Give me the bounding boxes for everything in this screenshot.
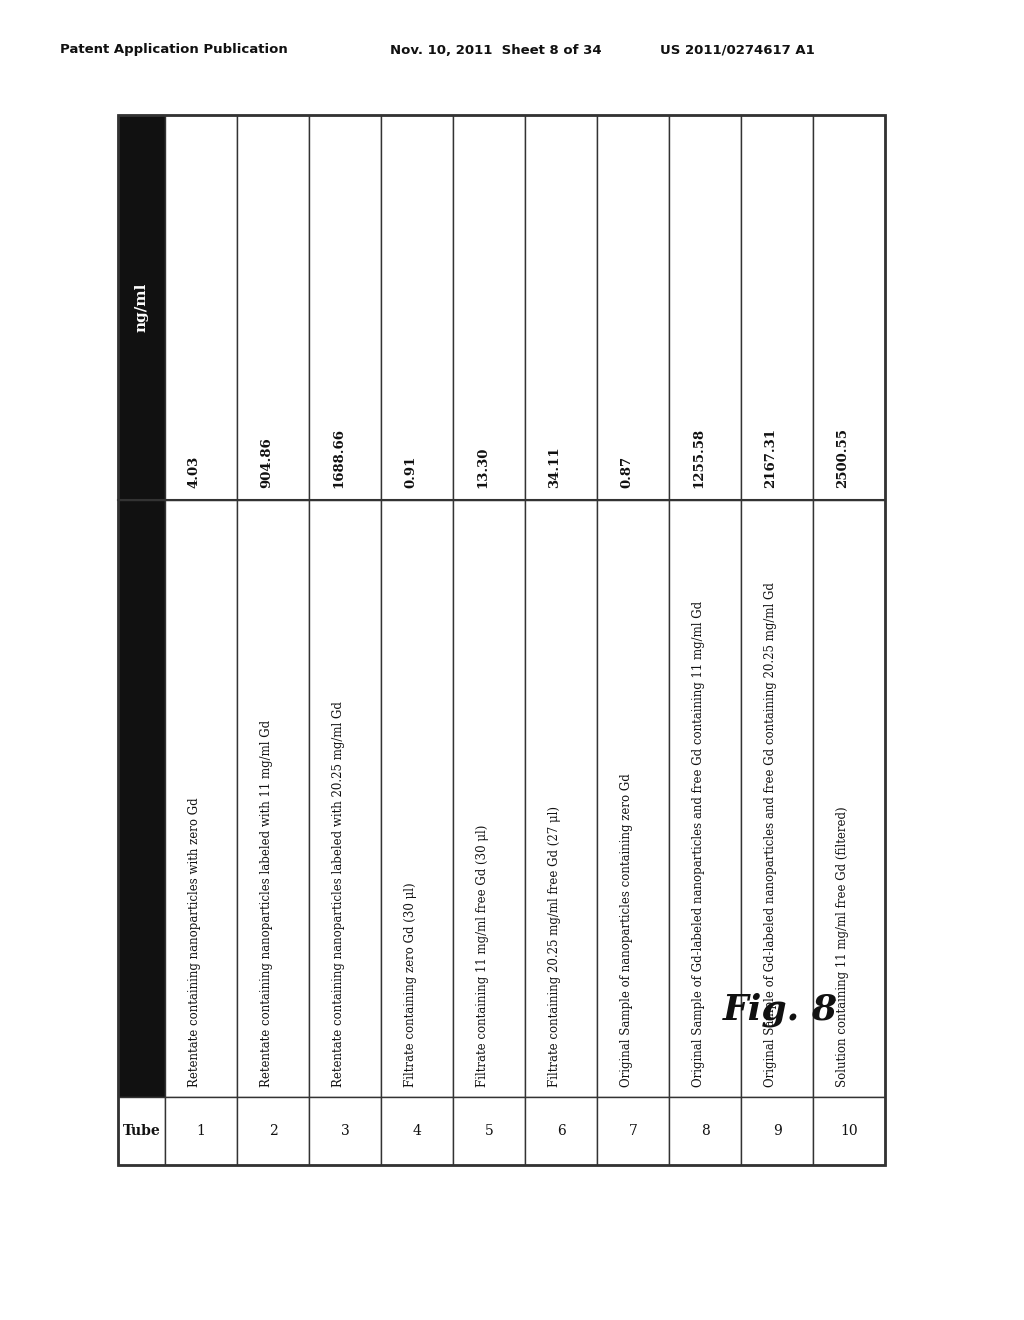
Bar xyxy=(453,115,525,500)
Bar xyxy=(381,115,453,500)
Bar xyxy=(381,500,453,1097)
Bar xyxy=(165,1097,237,1166)
Bar xyxy=(525,500,597,1097)
Bar xyxy=(813,1097,885,1166)
Text: 10: 10 xyxy=(840,1125,858,1138)
Bar xyxy=(525,115,597,500)
Text: 7: 7 xyxy=(629,1125,637,1138)
Bar xyxy=(165,500,237,1097)
Text: Patent Application Publication: Patent Application Publication xyxy=(60,44,288,57)
Bar xyxy=(237,500,309,1097)
Text: 0.91: 0.91 xyxy=(404,455,417,488)
Text: US 2011/0274617 A1: US 2011/0274617 A1 xyxy=(660,44,815,57)
Bar xyxy=(669,1097,741,1166)
Bar xyxy=(309,1097,381,1166)
Bar xyxy=(309,115,381,500)
Bar xyxy=(597,1097,669,1166)
Text: 3: 3 xyxy=(341,1125,349,1138)
Text: Retentate containing nanoparticles labeled with 11 mg/ml Gd: Retentate containing nanoparticles label… xyxy=(260,719,273,1086)
Bar xyxy=(237,1097,309,1166)
Text: 1688.66: 1688.66 xyxy=(332,428,345,488)
Text: 904.86: 904.86 xyxy=(260,437,273,488)
Text: 6: 6 xyxy=(557,1125,565,1138)
Text: 0.87: 0.87 xyxy=(620,455,633,488)
Bar xyxy=(165,115,237,500)
Bar xyxy=(597,115,669,500)
Text: 2500.55: 2500.55 xyxy=(836,428,849,488)
Bar xyxy=(525,1097,597,1166)
Text: Original Sample of nanoparticles containing zero Gd: Original Sample of nanoparticles contain… xyxy=(620,774,633,1086)
Bar xyxy=(597,500,669,1097)
Text: 4: 4 xyxy=(413,1125,422,1138)
Text: Filtrate containing zero Gd (30 μl): Filtrate containing zero Gd (30 μl) xyxy=(404,882,417,1086)
Text: Retentate containing nanoparticles with zero Gd: Retentate containing nanoparticles with … xyxy=(188,797,201,1086)
Text: 13.30: 13.30 xyxy=(476,446,489,488)
Text: 5: 5 xyxy=(484,1125,494,1138)
Bar xyxy=(453,500,525,1097)
Text: Original Sample of Gd-labeled nanoparticles and free Gd containing 11 mg/ml Gd: Original Sample of Gd-labeled nanopartic… xyxy=(692,601,705,1086)
Text: ng/ml: ng/ml xyxy=(134,282,148,333)
Text: 2167.31: 2167.31 xyxy=(764,428,777,488)
Bar xyxy=(381,1097,453,1166)
Bar xyxy=(813,500,885,1097)
Text: Retentate containing nanoparticles labeled with 20.25 mg/ml Gd: Retentate containing nanoparticles label… xyxy=(332,701,345,1086)
Text: 9: 9 xyxy=(773,1125,781,1138)
Text: Filtrate containing 20.25 mg/ml free Gd (27 μl): Filtrate containing 20.25 mg/ml free Gd … xyxy=(548,807,561,1086)
Text: 2: 2 xyxy=(268,1125,278,1138)
Text: 1255.58: 1255.58 xyxy=(692,428,705,488)
Bar xyxy=(237,115,309,500)
Bar xyxy=(669,115,741,500)
Bar xyxy=(669,500,741,1097)
Bar xyxy=(309,500,381,1097)
Text: Solution containing 11 mg/ml free Gd (filtered): Solution containing 11 mg/ml free Gd (fi… xyxy=(836,807,849,1086)
Bar xyxy=(813,115,885,500)
Text: Fig. 8: Fig. 8 xyxy=(723,993,838,1027)
Bar xyxy=(118,1097,165,1166)
Bar xyxy=(118,115,165,500)
Bar xyxy=(118,500,165,1097)
Bar xyxy=(741,115,813,500)
Text: Filtrate containing 11 mg/ml free Gd (30 μl): Filtrate containing 11 mg/ml free Gd (30… xyxy=(476,825,489,1086)
Text: 8: 8 xyxy=(700,1125,710,1138)
Text: 1: 1 xyxy=(197,1125,206,1138)
Bar xyxy=(741,500,813,1097)
Text: 4.03: 4.03 xyxy=(188,455,201,488)
Bar xyxy=(741,1097,813,1166)
Bar xyxy=(453,1097,525,1166)
Text: Tube: Tube xyxy=(123,1125,161,1138)
Bar xyxy=(118,115,885,1166)
Text: 34.11: 34.11 xyxy=(548,446,561,488)
Text: Original Sample of Gd-labeled nanoparticles and free Gd containing 20.25 mg/ml G: Original Sample of Gd-labeled nanopartic… xyxy=(764,582,777,1086)
Text: Nov. 10, 2011  Sheet 8 of 34: Nov. 10, 2011 Sheet 8 of 34 xyxy=(390,44,602,57)
